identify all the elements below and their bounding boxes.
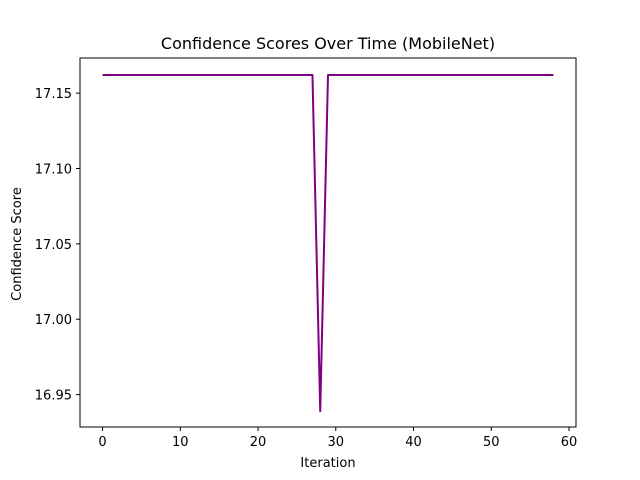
y-tick-label: 17.10 (35, 162, 72, 177)
x-tick-label: 60 (561, 435, 578, 450)
y-tick-label: 17.00 (35, 313, 72, 328)
x-tick-label: 40 (405, 435, 422, 450)
y-tick-label: 16.95 (35, 389, 72, 404)
x-axis-label: Iteration (300, 456, 355, 471)
x-tick-label: 10 (172, 435, 189, 450)
y-tick-label: 17.15 (35, 87, 72, 102)
chart-title: Confidence Scores Over Time (MobileNet) (161, 34, 495, 53)
x-tick-label: 30 (328, 435, 345, 450)
y-axis: 16.95 17.00 17.05 17.10 17.15 (35, 87, 80, 404)
plot-frame (79, 57, 577, 428)
series-line-0 (102, 74, 554, 413)
x-tick-label: 20 (250, 435, 267, 450)
y-tick-label: 17.05 (35, 238, 72, 253)
x-tick-label: 0 (98, 435, 106, 450)
x-axis: 0 10 20 30 40 50 60 (98, 427, 577, 450)
y-axis-label: Confidence Score (10, 187, 25, 301)
x-tick-label: 50 (483, 435, 500, 450)
plot-area (79, 57, 577, 428)
